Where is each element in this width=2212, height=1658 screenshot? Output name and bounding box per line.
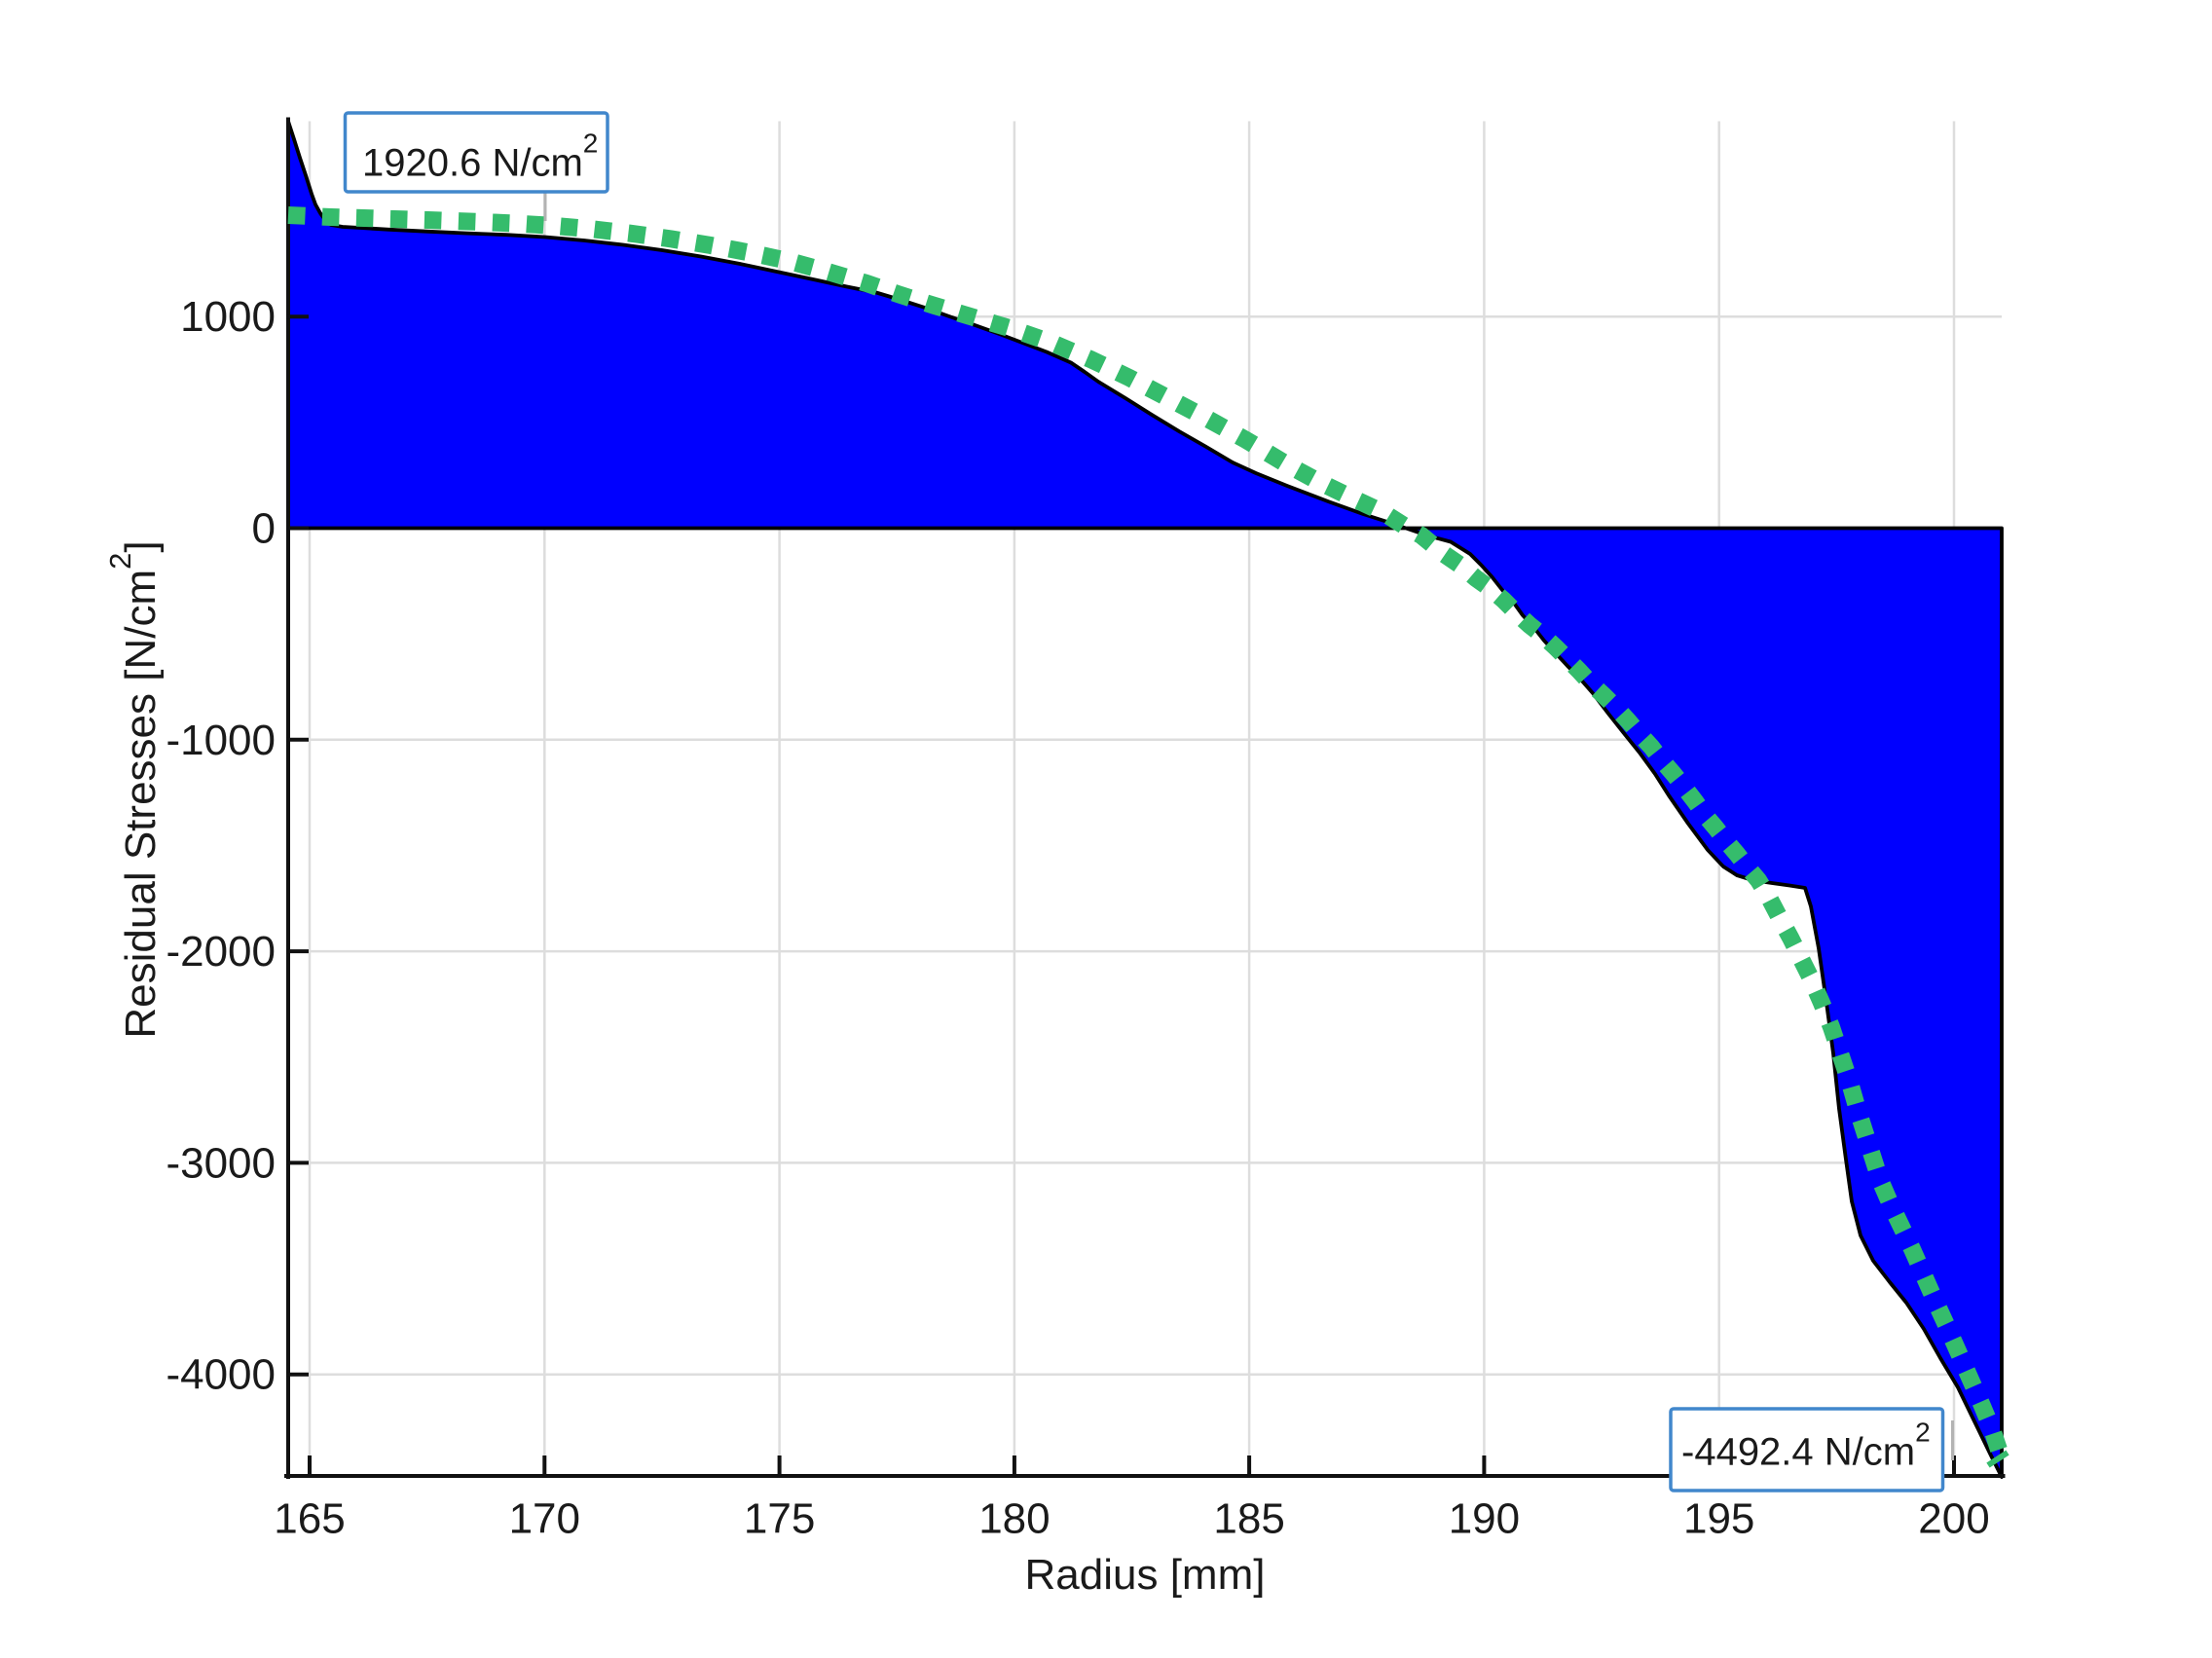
svg-text:165: 165 [274,1495,345,1543]
svg-text:170: 170 [509,1495,580,1543]
svg-text:Radius [mm]: Radius [mm] [1025,1551,1266,1599]
svg-text:175: 175 [744,1495,815,1543]
svg-text:200: 200 [1918,1495,1989,1543]
svg-text:185: 185 [1213,1495,1284,1543]
svg-text:180: 180 [978,1495,1050,1543]
svg-text:1000: 1000 [180,293,276,341]
svg-text:190: 190 [1449,1495,1520,1543]
svg-text:-3000: -3000 [166,1139,276,1187]
svg-text:195: 195 [1683,1495,1754,1543]
svg-text:-2000: -2000 [166,928,276,976]
svg-text:-1000: -1000 [166,717,276,764]
svg-text:0: 0 [252,505,276,553]
svg-text:-4000: -4000 [166,1351,276,1399]
